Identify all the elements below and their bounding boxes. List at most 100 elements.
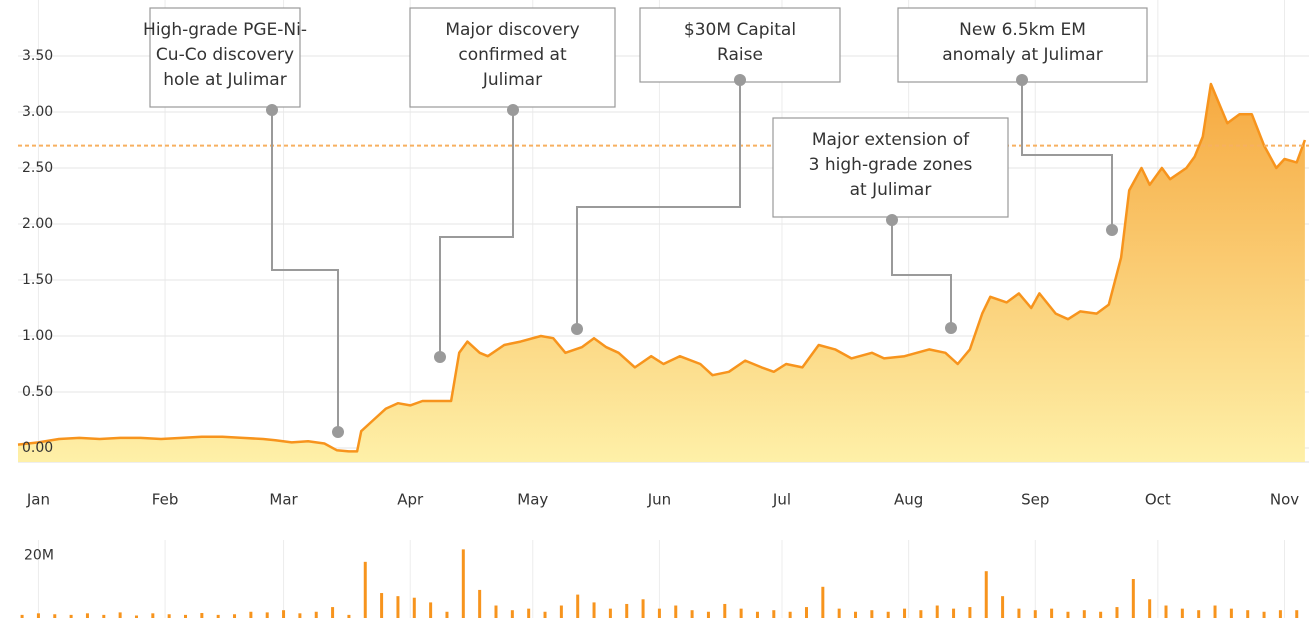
volume-bar xyxy=(494,605,498,618)
volume-bar xyxy=(69,614,73,618)
annotation-connector xyxy=(271,110,339,432)
volume-bar xyxy=(1229,608,1233,618)
volume-bar xyxy=(265,612,269,618)
volume-bar xyxy=(36,613,40,618)
volume-bar xyxy=(233,614,237,618)
annotation-connector xyxy=(1021,80,1113,230)
volume-bar xyxy=(674,605,678,618)
volume-bar xyxy=(118,612,122,618)
x-tick-label: May xyxy=(517,491,548,509)
volume-bar xyxy=(772,610,776,618)
volume-tick-label: 20M xyxy=(24,548,54,564)
volume-bar xyxy=(837,608,841,618)
annotation-text: Raise xyxy=(717,45,763,65)
annotation-dot xyxy=(571,323,583,335)
volume-bar xyxy=(1278,610,1282,618)
plot xyxy=(17,82,1309,462)
annotations: High-grade PGE-Ni- Cu-Co discovery hole at… xyxy=(143,7,1148,438)
volume-bar xyxy=(723,603,727,618)
volume-bar xyxy=(592,602,596,618)
y-tick-label: 2.50 xyxy=(22,160,53,176)
volume-bar xyxy=(380,593,384,618)
volume-bar xyxy=(478,589,482,618)
volume-bar xyxy=(690,610,694,618)
volume-bar xyxy=(1213,605,1217,618)
y-tick-label: 3.50 xyxy=(22,48,53,64)
volume-bar xyxy=(559,605,563,618)
annotation-dot xyxy=(1016,74,1028,86)
volume-bar xyxy=(1082,610,1086,618)
y-tick-label: 2.00 xyxy=(22,216,53,232)
volume-bar xyxy=(984,571,988,618)
annotation-dot xyxy=(945,322,957,334)
price-line xyxy=(17,82,1307,453)
annotation: Major extension of 3 high-grade zones at J… xyxy=(772,117,1009,334)
annotation-connector xyxy=(439,110,514,357)
volume-bar xyxy=(870,610,874,618)
volume-bar xyxy=(804,607,808,618)
annotation-dot xyxy=(266,104,278,116)
volume-bar xyxy=(53,614,57,618)
y-tick-label: 0.50 xyxy=(22,384,53,400)
price-area xyxy=(18,84,1305,462)
volume-bar xyxy=(510,610,514,618)
annotation-text: anomaly at Julimar xyxy=(942,45,1102,65)
volume-bar xyxy=(331,607,335,618)
x-tick-label: Sep xyxy=(1021,491,1049,509)
volume-bar xyxy=(1001,596,1005,618)
volume-bar xyxy=(739,608,743,618)
annotation-text: New 6.5km EM xyxy=(959,20,1086,40)
annotation-dot xyxy=(332,426,344,438)
annotation-dot xyxy=(734,74,746,86)
volume-bar xyxy=(347,614,351,618)
volume-bar xyxy=(968,607,972,618)
volume-bar xyxy=(445,611,449,618)
volume-bar xyxy=(1050,608,1054,618)
annotation-dot xyxy=(1106,224,1118,236)
volume-bar xyxy=(151,613,155,618)
annotation-text: Julimar xyxy=(482,70,542,90)
volume-bar xyxy=(298,613,302,618)
volume-bar xyxy=(625,603,629,618)
annotation-box xyxy=(149,7,301,108)
annotation-text: Major extension of xyxy=(812,130,970,150)
volume-bar xyxy=(919,610,923,618)
annotation-dot xyxy=(507,104,519,116)
annotation: New 6.5km EM anomaly at Julimar xyxy=(897,7,1148,236)
annotation-box xyxy=(639,7,841,83)
volume-bar xyxy=(886,611,890,618)
volume-bar xyxy=(788,611,792,618)
volume-bar xyxy=(429,602,433,618)
x-tick-label: Jul xyxy=(772,491,791,509)
volume-bar xyxy=(1066,611,1070,618)
volume-bar xyxy=(821,586,825,618)
volume-bar xyxy=(608,608,612,618)
volume-bar xyxy=(1033,610,1037,618)
volume-bar xyxy=(363,561,367,618)
volume-bar xyxy=(134,615,138,618)
y-tick-label: 1.00 xyxy=(22,328,53,344)
annotation-dot xyxy=(434,351,446,363)
volume-bar xyxy=(1148,599,1152,618)
annotation-text: High-grade PGE-Ni- xyxy=(143,20,307,40)
volume-chart: 20M xyxy=(20,540,1299,618)
x-tick-label: Aug xyxy=(894,491,923,509)
volume-bar xyxy=(1115,607,1119,618)
volume-bar xyxy=(576,594,580,618)
volume-bar xyxy=(1246,610,1250,618)
volume-bar xyxy=(216,614,220,618)
x-tick-label: Oct xyxy=(1145,491,1171,509)
volume-bar xyxy=(184,614,188,618)
annotation-connector xyxy=(891,220,952,328)
volume-bar xyxy=(412,597,416,618)
volume-bar xyxy=(314,611,318,618)
volume-bar xyxy=(755,611,759,618)
annotation-box xyxy=(897,7,1148,83)
volume-bar xyxy=(1131,579,1135,618)
volume-bar xyxy=(249,611,253,618)
volume-bar xyxy=(543,611,547,618)
volume-bar xyxy=(1099,611,1103,618)
annotation-text: confirmed at xyxy=(458,45,567,65)
volume-bar xyxy=(102,614,106,618)
volume-bar xyxy=(85,613,89,618)
